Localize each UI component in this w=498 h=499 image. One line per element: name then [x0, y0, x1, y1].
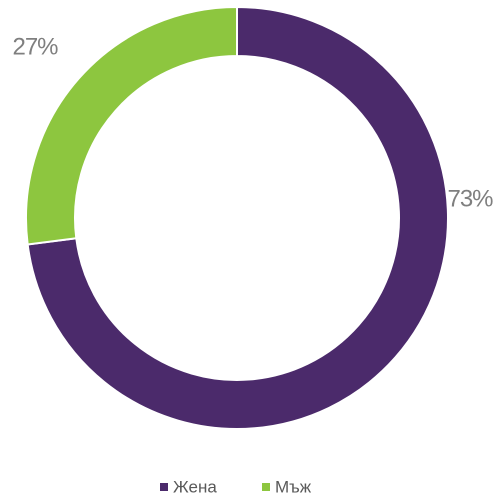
data-label: 27%: [12, 33, 58, 60]
legend-label: Жена: [173, 477, 217, 496]
legend-swatch: [262, 483, 270, 491]
data-label: 73%: [447, 185, 493, 212]
legend-label: Мъж: [275, 477, 312, 496]
donut-slice: [26, 5, 449, 430]
donut-slice: [25, 5, 238, 246]
legend-swatch: [160, 483, 168, 491]
